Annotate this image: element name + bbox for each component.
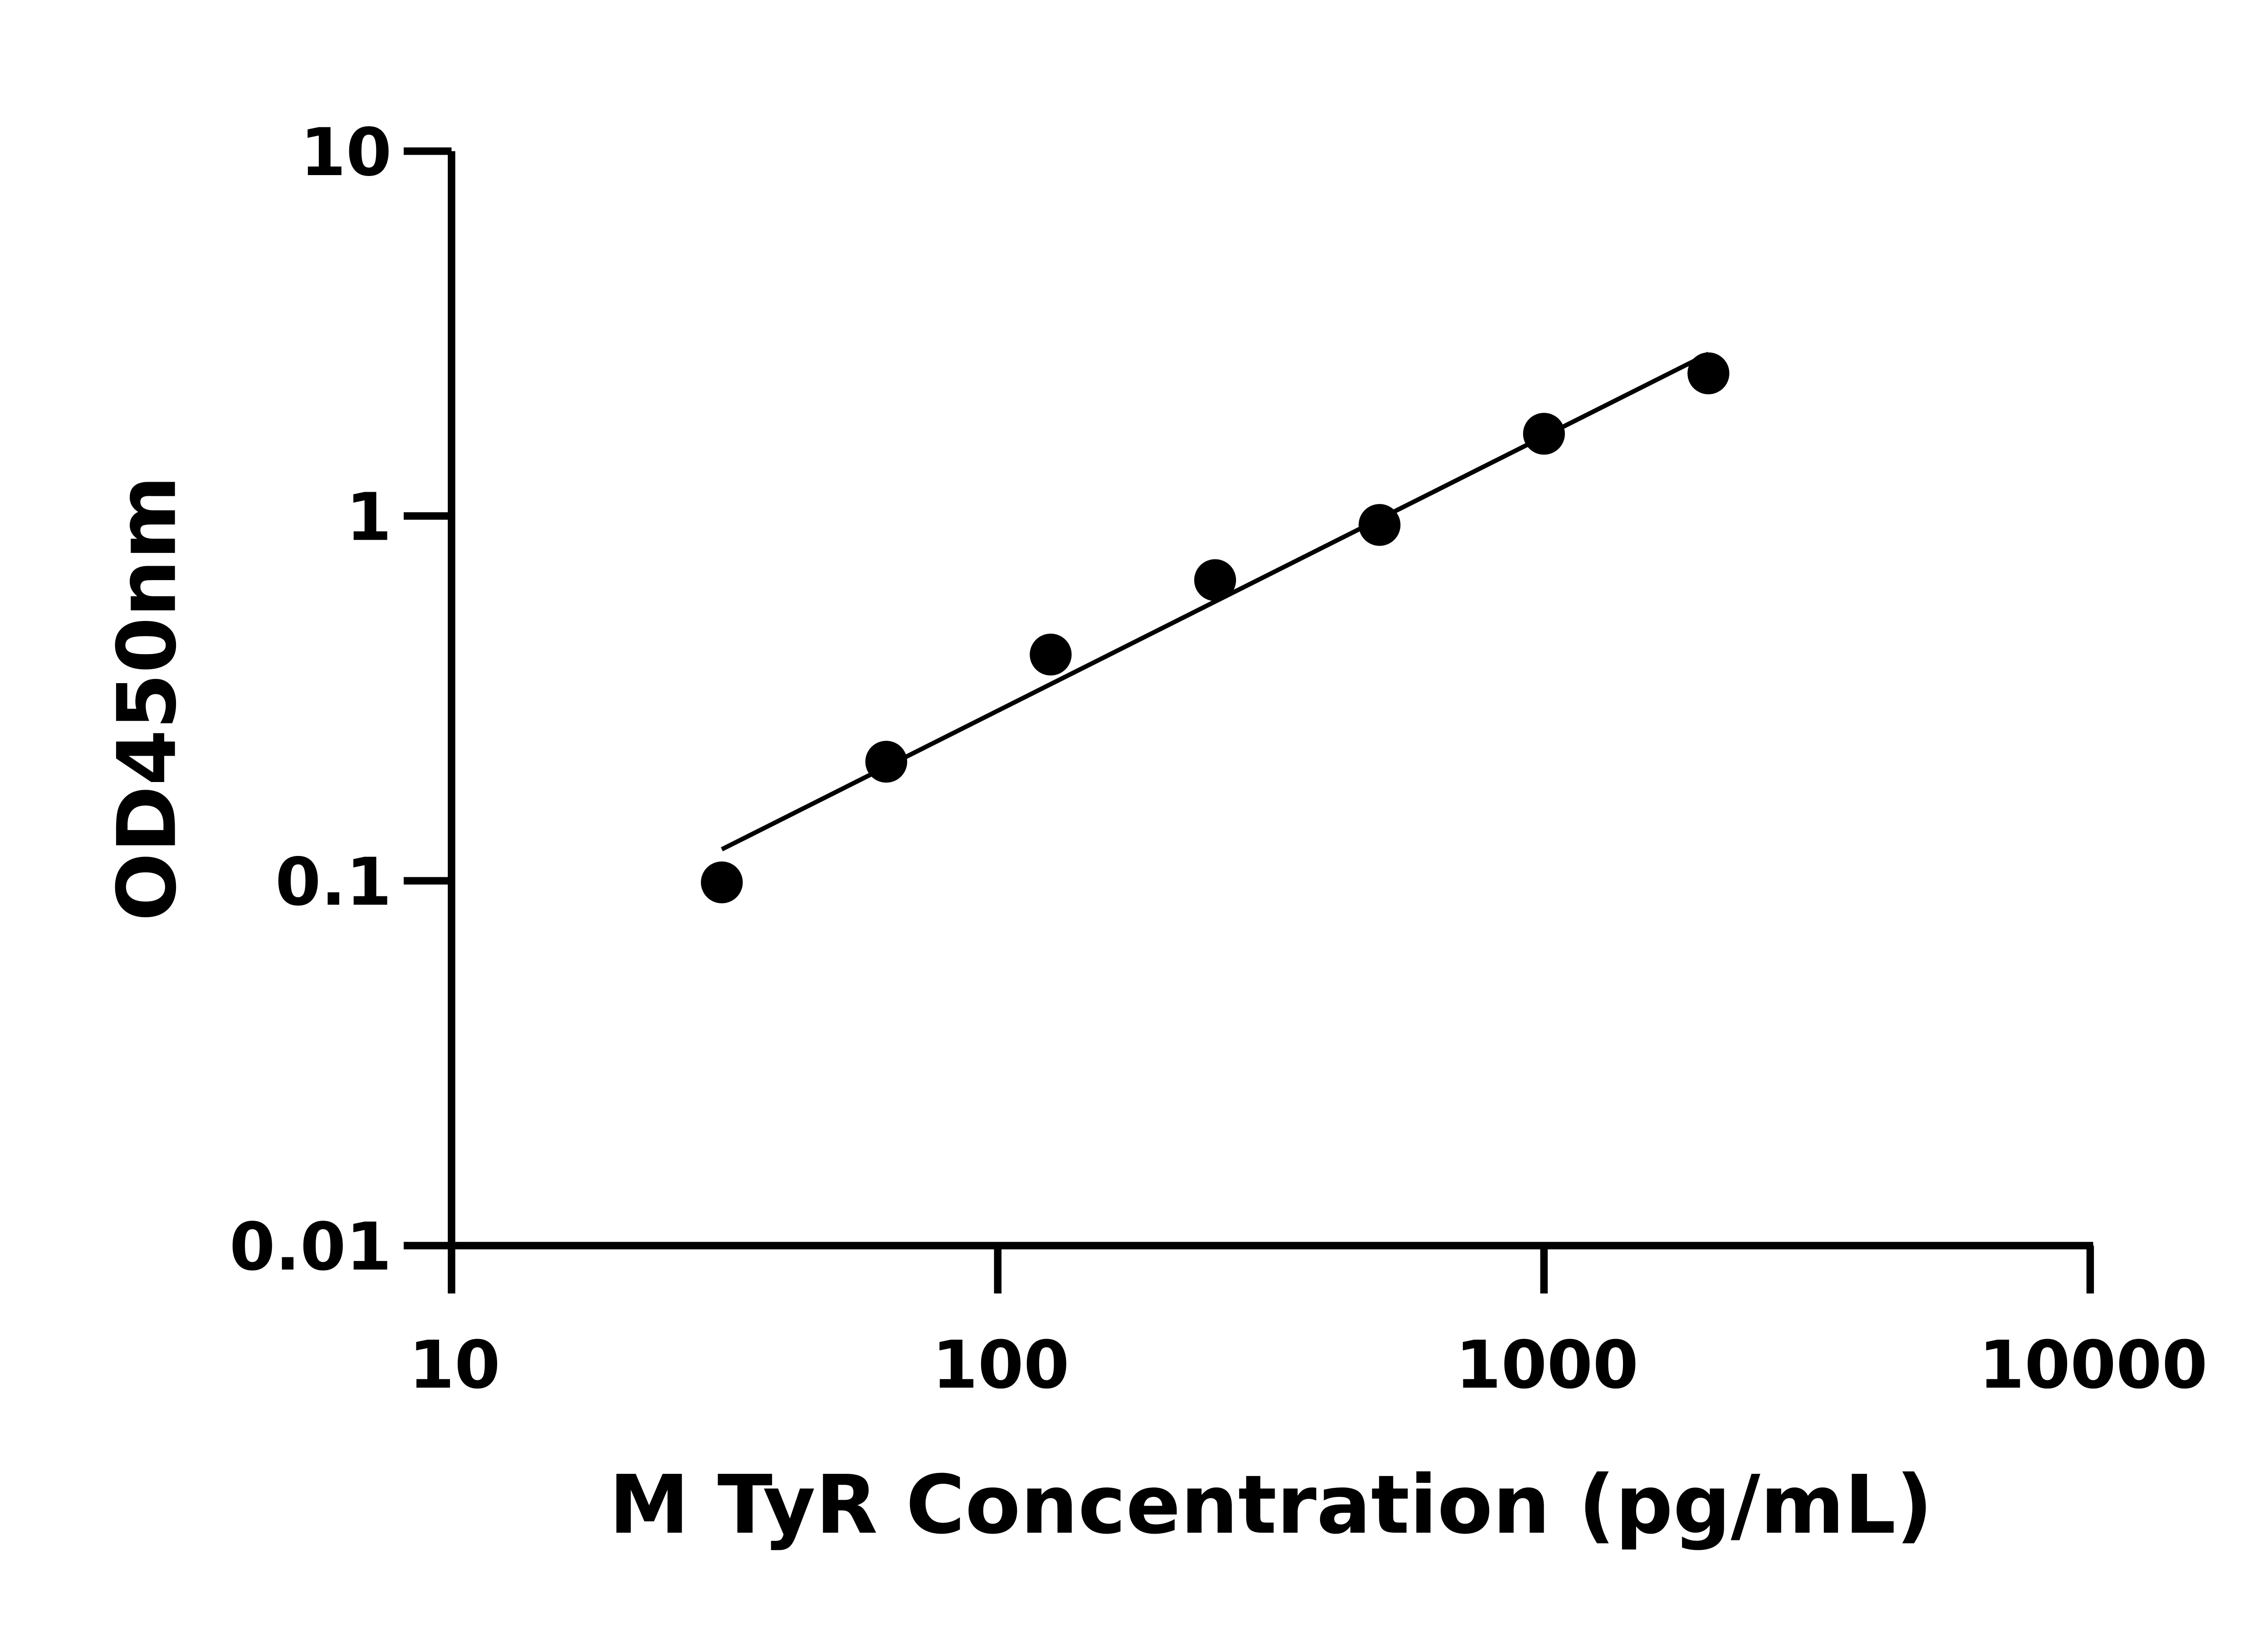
data-point: [1687, 352, 1730, 395]
data-points: [701, 352, 1730, 904]
data-point: [1194, 559, 1236, 601]
x-tick-label: 1000: [1456, 1327, 1639, 1403]
axes: 10 100 1000 10000 0.01 0.1 1 10: [230, 114, 2208, 1403]
data-point: [1523, 413, 1565, 455]
y-tick-label: 0.01: [230, 1209, 392, 1286]
x-axis-label: M TyR Concentration (pg/mL): [609, 1458, 1933, 1552]
y-tick-label: 1: [346, 479, 392, 556]
y-axis-label: OD450nm: [100, 475, 194, 921]
y-tick-label: 0.1: [275, 844, 392, 920]
data-point: [865, 741, 907, 783]
x-tick-label: 10000: [1979, 1327, 2208, 1403]
x-tick-label: 10: [409, 1327, 500, 1403]
data-point: [1030, 633, 1072, 676]
y-tick-label: 10: [300, 114, 392, 191]
data-point: [701, 861, 743, 904]
x-tick-label: 100: [932, 1327, 1070, 1403]
data-point: [1359, 504, 1401, 546]
